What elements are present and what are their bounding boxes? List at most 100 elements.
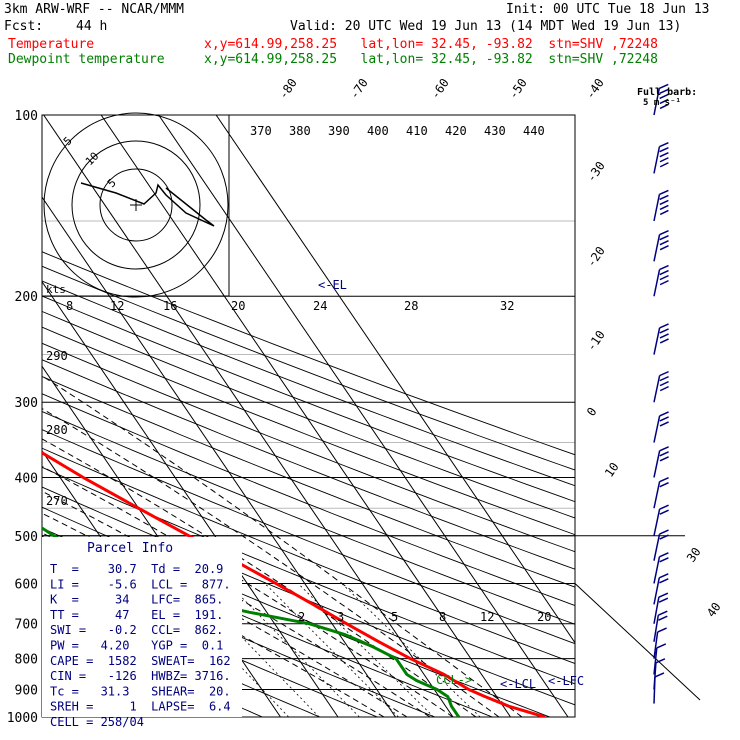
mixing-ratio-line xyxy=(189,583,320,717)
barb-flag xyxy=(659,416,669,422)
legend-dewpoint: Dewpoint temperature xyxy=(8,52,165,67)
parcel-info-row: K = 34 LFC= 865. xyxy=(50,593,223,607)
mixing-ratio-line xyxy=(160,583,289,717)
mixing-ratio-label: 12 xyxy=(480,610,494,624)
isotherm-label: -40 xyxy=(583,76,607,102)
barb-flag xyxy=(659,451,669,457)
barb-flag xyxy=(655,658,666,664)
legend-temperature: Temperature xyxy=(8,37,95,52)
isotherm-label: -10 xyxy=(584,328,608,354)
barb-flag xyxy=(659,88,669,95)
dry-adiabat-line xyxy=(42,342,575,553)
mixing-ratio-line xyxy=(264,583,399,717)
hodograph-ring xyxy=(43,112,229,298)
parcel-info-row: PW = 4.20 YGP = 0.1 xyxy=(50,639,223,653)
barb-flag xyxy=(656,643,667,649)
barb-shaft xyxy=(653,577,660,605)
barb-flag xyxy=(659,328,669,334)
barb-shaft xyxy=(653,194,661,222)
isotherm-label: 0 xyxy=(584,405,600,419)
pressure-tick-label: 700 xyxy=(15,618,38,633)
isotherm-label: 40 xyxy=(704,600,724,620)
moist-adiabat-label: 24 xyxy=(313,299,327,313)
dry-adiabat-line xyxy=(42,359,575,570)
dry-adiabat-line xyxy=(42,251,575,456)
mixing-ratio-label: 2 xyxy=(298,610,305,624)
wind-barb xyxy=(653,476,669,509)
moist-adiabat-label: 28 xyxy=(404,299,418,313)
barb-flag xyxy=(659,209,669,216)
pressure-tick-label: 800 xyxy=(15,653,38,668)
dry-adiabat-side-label: 290 xyxy=(46,349,68,363)
barb-shaft xyxy=(653,88,660,116)
isotherm-line xyxy=(100,115,511,717)
wind-barb xyxy=(653,446,669,478)
barb-flag xyxy=(659,235,669,241)
pressure-tick-label: 1000 xyxy=(7,711,38,726)
dry-adiabat-line xyxy=(42,593,322,717)
dry-adiabat-side-label: 280 xyxy=(46,423,68,437)
isotherm-line xyxy=(158,115,569,717)
barb-shaft xyxy=(653,647,658,675)
mixing-ratio-label: 20 xyxy=(537,610,551,624)
barb-flag xyxy=(659,269,669,276)
temperature-location: x,y=614.99,258.25 lat,lon= 32.45, -93.82… xyxy=(204,37,658,52)
moist-adiabat-line xyxy=(42,465,454,717)
wind-barb xyxy=(653,573,669,605)
mixing-ratio-line xyxy=(297,583,434,717)
model-title: 3km ARW-WRF -- NCAR/MMM xyxy=(4,2,185,17)
barb-flag xyxy=(659,279,669,286)
hodograph-ring-label: 5 xyxy=(61,134,75,148)
moist-adiabat-label: 32 xyxy=(500,299,514,313)
moist-adiabat-label: 8 xyxy=(66,299,73,313)
wind-barb xyxy=(653,504,669,536)
wind-barb xyxy=(653,142,669,174)
theta-label: 400 xyxy=(367,124,389,138)
barb-flag xyxy=(659,204,669,211)
theta-label: 390 xyxy=(328,124,350,138)
pressure-tick-label: 300 xyxy=(15,396,38,411)
barb-flag xyxy=(659,481,669,488)
barb-flag xyxy=(659,240,669,246)
isotherm-label: -20 xyxy=(584,244,608,270)
wind-barb xyxy=(653,610,668,642)
forecast-hour: 44 h xyxy=(76,19,108,34)
barb-shaft xyxy=(653,269,661,297)
barb-flag xyxy=(659,147,669,153)
barb-flag xyxy=(659,98,669,105)
hodograph-ring xyxy=(99,168,173,242)
moist-adiabat-line xyxy=(42,407,500,717)
parcel-info-box xyxy=(42,537,242,717)
isotherm-label: -30 xyxy=(584,159,608,185)
dry-adiabat-side-label: 270 xyxy=(46,494,68,508)
ccl-marker: CCL-> xyxy=(436,673,472,687)
parcel-info-title: Parcel Info xyxy=(87,541,173,556)
wind-barb xyxy=(653,323,669,355)
wind-barb xyxy=(653,529,669,561)
wind-barb xyxy=(653,411,669,443)
barb-flag xyxy=(659,456,669,462)
parcel-info-row: T = 30.7 Td = 20.9 xyxy=(50,562,223,576)
isotherm-label: 30 xyxy=(684,545,704,565)
barb-flag xyxy=(659,370,669,377)
theta-label: 380 xyxy=(289,124,311,138)
dry-adiabat-line xyxy=(42,466,575,685)
barb-area-diagonal xyxy=(574,583,701,701)
parcel-info-row: SREH = 1 LAPSE= 6.4 xyxy=(50,700,231,714)
barb-flag xyxy=(659,245,669,251)
barb-flag xyxy=(659,103,669,110)
mixing-ratio-line xyxy=(227,583,360,717)
barb-flag xyxy=(654,672,665,678)
wind-barb xyxy=(653,189,669,222)
isotherm-line xyxy=(42,196,396,717)
parcel-info-row: CAPE = 1582 SWEAT= 162 xyxy=(50,654,231,668)
pressure-tick-label: 200 xyxy=(15,290,38,305)
isotherm-label: -70 xyxy=(347,76,371,102)
wind-barb xyxy=(653,643,667,675)
barb-shaft xyxy=(653,631,659,659)
dry-adiabat-line xyxy=(42,376,575,588)
barb-legend-unit: 5 m s⁻¹ xyxy=(643,98,681,108)
moist-adiabat-line xyxy=(42,490,431,717)
pressure-tick-label: 600 xyxy=(15,577,38,592)
